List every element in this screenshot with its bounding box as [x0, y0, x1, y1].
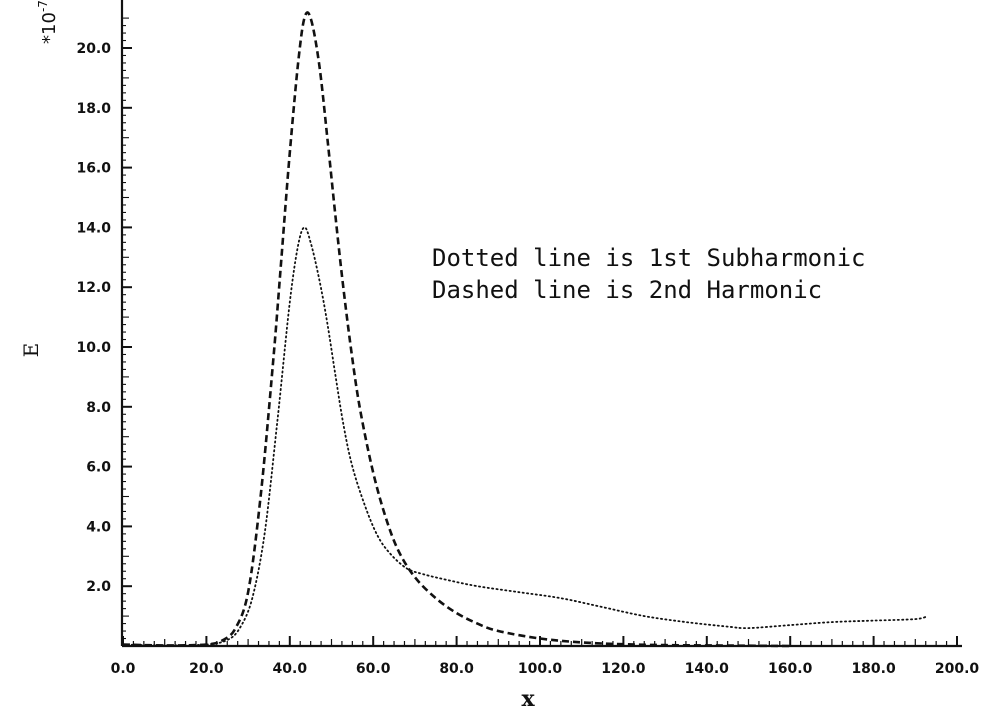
y-tick-label: 18.0 — [76, 101, 111, 117]
y-axis-ticks: 2.0 4.0 6.0 8.0 10.0 12.0 14.0 16.0 18.0 20.0 — [76, 17, 132, 647]
y-tick-label: 16.0 — [76, 161, 111, 177]
y-tick-label: 6.0 — [86, 460, 111, 476]
x-tick-label: 160.0 — [768, 661, 813, 677]
x-axis-label: x — [521, 686, 535, 710]
y-tick-label: 10.0 — [76, 340, 111, 356]
x-axis-ticks: 0.0 20.0 40.0 60.0 80.0 100.0 120.0 140.0 160.0 1… — [111, 636, 980, 677]
y-tick-label: 8.0 — [86, 400, 111, 416]
x-tick-label: 60.0 — [356, 661, 391, 677]
y-tick-label: 2.0 — [86, 579, 111, 595]
x-tick-label: 180.0 — [851, 661, 896, 677]
series-dashed-2nd-harmonic — [122, 11, 791, 648]
x-tick-label: 140.0 — [685, 661, 730, 677]
y-tick-label: 12.0 — [76, 280, 111, 296]
y-axis-label: E — [19, 343, 43, 358]
x-tick-label: 200.0 — [935, 661, 980, 677]
x-tick-label: 120.0 — [601, 661, 646, 677]
y-tick-label: 4.0 — [86, 519, 111, 535]
x-tick-label: 80.0 — [439, 661, 474, 677]
y-tick-label: 20.0 — [76, 41, 111, 57]
annotation-line-2: Dashed line is 2nd Harmonic — [432, 276, 822, 304]
x-tick-label: 100.0 — [518, 661, 563, 677]
x-tick-label: 0.0 — [111, 661, 136, 677]
series-layer — [122, 11, 929, 648]
y-axis-scale-exponent: -7 — [36, 0, 50, 12]
x-tick-label: 20.0 — [189, 661, 224, 677]
y-axis-scale-note: *10-7 — [36, 0, 60, 44]
y-axis-scale-base: *10 — [39, 12, 60, 44]
series-dotted-1st-subharmonic — [122, 226, 929, 647]
x-tick-label: 40.0 — [273, 661, 308, 677]
axes — [120, 0, 962, 648]
annotation-line-1: Dotted line is 1st Subharmonic — [432, 244, 865, 272]
y-tick-label: 14.0 — [76, 220, 111, 236]
